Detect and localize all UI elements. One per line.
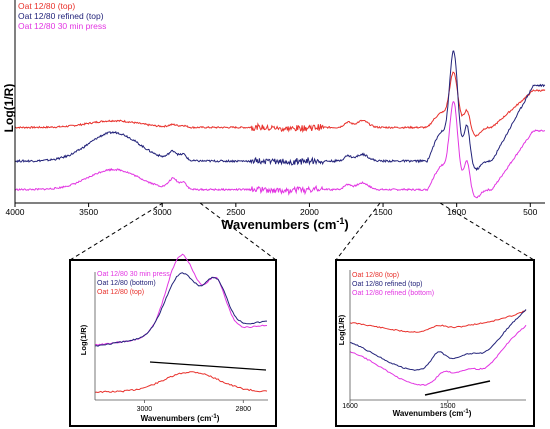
main-legend-item-3: Oat 12/80 30 min press [18,21,106,31]
inset-1-legend-item-3: Oat 12/80 (top) [97,289,144,296]
inset-2-x-axis-label-text: Wavenumbers (cm [393,409,464,418]
inset-1-series-group [94,253,268,394]
zoom-guide-left-2 [199,202,277,261]
main-x-tick-label-2500: 2500 [226,207,245,217]
inset-1-x-axis-label: Wavenumbers (cm-1) [141,414,220,423]
main-x-ticks: 4000 3500 3000 2500 2000 1500 1000 500 [6,203,538,217]
inset-2-x-axis-label-sup: -1 [463,409,469,415]
main-x-tick-label-2000: 2000 [300,207,319,217]
inset-2-legend-item-1: Oat 12/80 (top) [352,272,399,279]
main-x-axis-label: Wavenumbers (cm-1) [221,216,348,232]
inset-chart-fingerprint: 1600 1500 Oat 12/80 (top) Oat 12/80 refin… [335,259,535,427]
main-x-axis-label-sup: -1 [336,216,344,226]
main-chart: 4000 3500 3000 2500 2000 1500 1000 500 Oat 12/8… [2,0,546,232]
inset-1-y-axis-label: Log(1/R) [79,324,88,355]
inset-2-x-tick-label-1600: 1600 [342,403,358,410]
inset-1-series-line-3 [94,371,268,394]
main-series-line-3 [14,101,545,199]
inset-2-legend-item-2: Oat 12/80 refined (top) [352,281,422,288]
main-x-tick-label-3000: 3000 [153,207,172,217]
main-x-axis-label-close: ) [344,217,348,232]
zoom-guides [69,202,535,261]
zoom-guide-right-2 [439,202,535,261]
main-x-tick-label-500: 500 [523,207,537,217]
main-x-tick-label-1000: 1000 [447,207,466,217]
inset-2-baseline [424,380,491,396]
main-legend-item-2: Oat 12/80 refined (top) [18,11,104,21]
inset-2-x-axis-label: Wavenumbers (cm-1) [393,409,472,418]
main-x-tick-label-3500: 3500 [79,207,98,217]
main-series-line-2 [14,50,546,172]
inset-2-series-line-2 [349,309,527,371]
inset-2-series-line-1 [349,309,527,333]
inset-1-x-axis-label-close: ) [217,414,220,423]
inset-2-series-group [349,309,527,396]
main-x-axis-label-text: Wavenumbers (cm [221,217,336,232]
main-series-group [14,50,546,199]
inset-1-x-tick-label-2800: 2800 [235,406,251,413]
inset-1-series-line-2 [94,272,267,347]
inset-1-legend-item-1: Oat 12/80 30 min press [97,271,170,278]
inset-1-baseline [149,361,267,371]
inset-2-x-ticks: 1600 1500 [342,400,456,410]
main-y-axis-label: Log(1/R) [2,84,16,133]
inset-chart-ch-stretch: 3000 2800 Oat 12/80 30 min press Oat 12/8… [69,253,277,427]
inset-1-legend-item-2: Oat 12/80 (bottom) [97,280,156,287]
main-series-line-1 [14,71,546,138]
inset-2-y-axis-label: Log(1/R) [337,314,346,345]
zoom-guide-right-1 [335,202,381,261]
main-x-tick-label-4000: 4000 [6,207,25,217]
inset-1-x-ticks: 3000 2800 [137,400,251,413]
inset-1-x-axis-label-sup: -1 [211,414,217,420]
inset-2-legend-item-3: Oat 12/80 refined (bottom) [352,290,434,297]
inset-2-frame [335,259,535,427]
main-x-tick-label-1500: 1500 [374,207,393,217]
inset-2-series-line-3 [349,324,527,386]
inset-2-x-axis-label-close: ) [469,409,472,418]
inset-1-x-axis-label-text: Wavenumbers (cm [141,414,212,423]
inset-1-frame [69,259,277,427]
main-legend-item-1: Oat 12/80 (top) [18,1,75,11]
inset-1-x-tick-label-3000: 3000 [137,406,153,413]
inset-2-x-tick-label-1500: 1500 [440,403,456,410]
